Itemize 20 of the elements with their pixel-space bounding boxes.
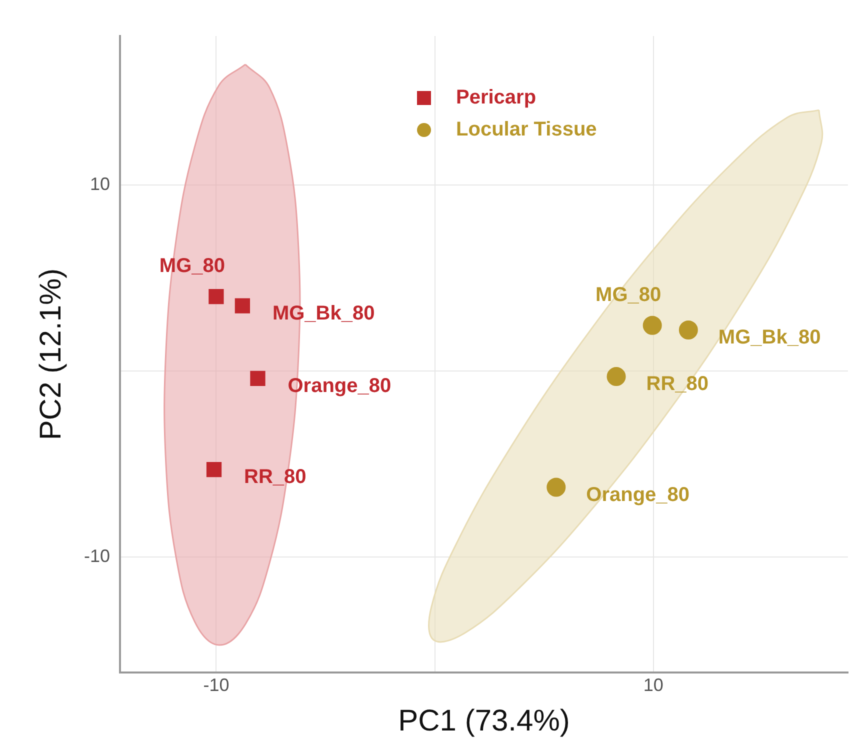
y-axis-title: PC2 (12.1%) [34,268,68,440]
annotation: RR_80 [244,466,306,488]
annotation: RR_80 [646,373,709,396]
point [606,367,626,386]
annotation: MG_80 [159,255,226,278]
annotation: MG_Bk_80 [718,326,821,349]
point [208,288,224,304]
point [234,298,250,314]
legend-label: Locular Tissue [456,118,597,141]
annotation: Orange_80 [586,484,690,506]
annotation: MG_80 [596,284,662,306]
annotation: Orange_80 [288,374,392,397]
point [546,478,566,497]
point [206,462,222,478]
annotation: MG_Bk_80 [272,302,375,324]
point [642,316,662,335]
point [250,370,266,386]
point [678,320,698,340]
legend-label: Pericarp [456,86,536,109]
x-axis-title: PC1 (73.4%) [398,704,570,738]
